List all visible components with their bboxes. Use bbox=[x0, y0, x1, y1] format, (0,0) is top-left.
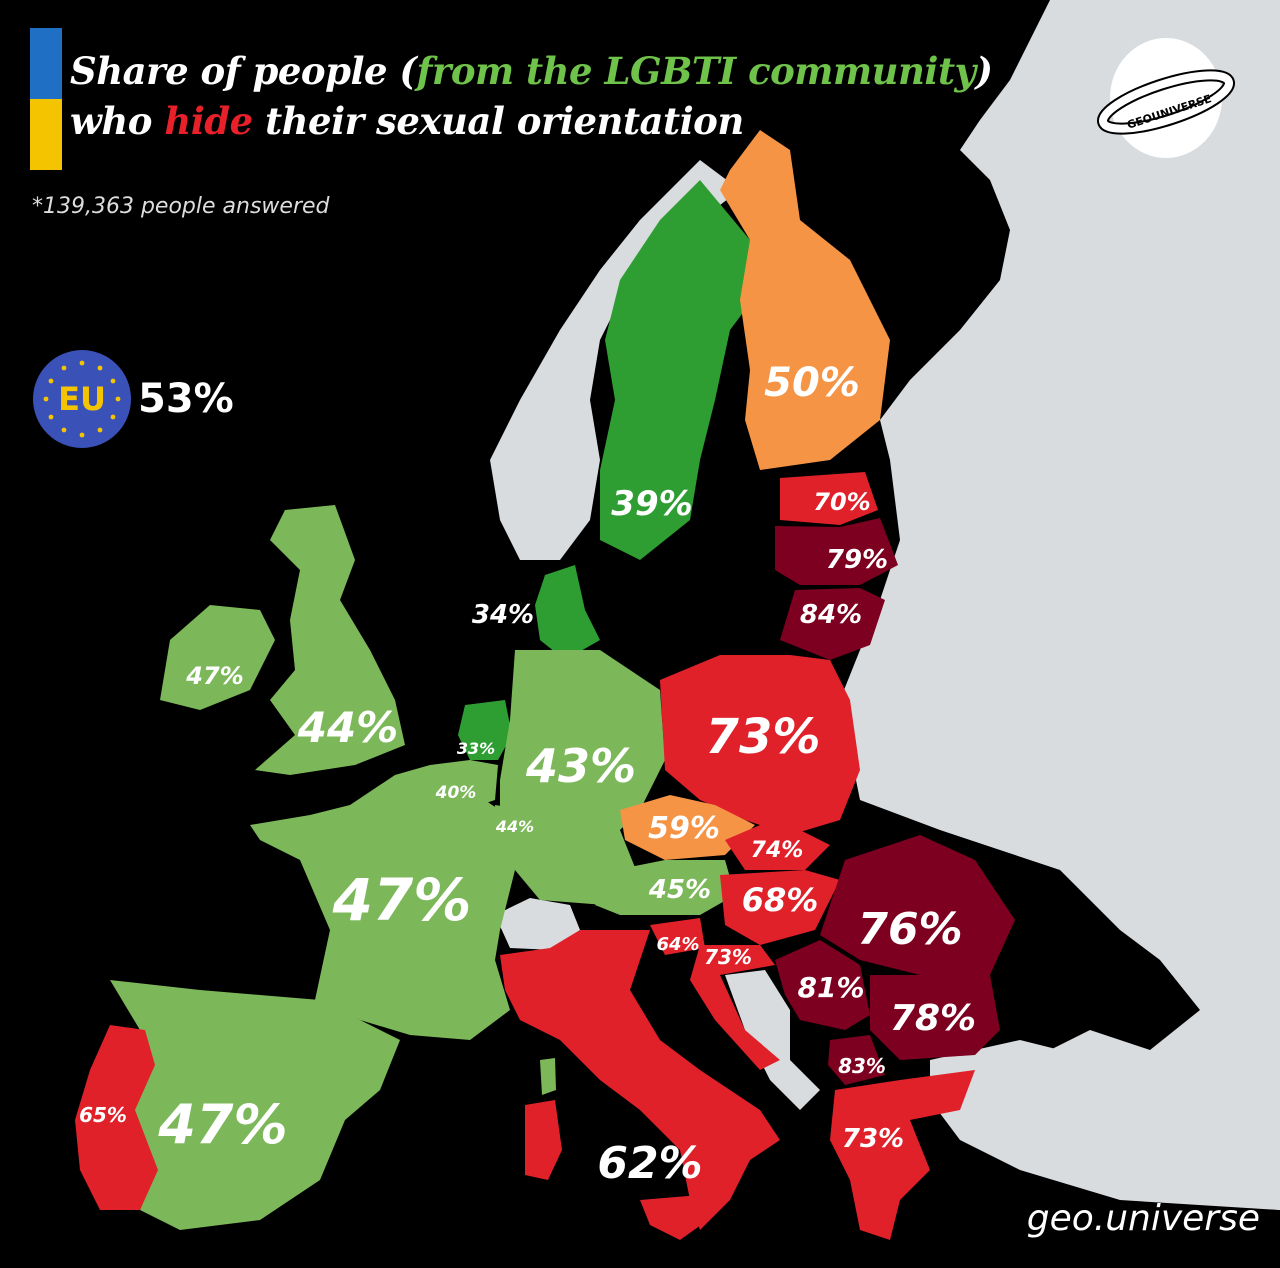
label-sweden: 39% bbox=[611, 484, 692, 524]
respondents-note: *139,363 people answered bbox=[32, 194, 330, 219]
title-highlight-red: hide bbox=[164, 99, 253, 143]
title-text: their sexual orientation bbox=[252, 99, 744, 143]
spain-region bbox=[110, 980, 400, 1230]
balkans-region bbox=[725, 970, 820, 1110]
romania-region bbox=[820, 835, 1015, 975]
label-denmark: 34% bbox=[472, 600, 534, 630]
slovenia-region bbox=[650, 918, 705, 955]
label-luxembourg: 44% bbox=[495, 817, 534, 836]
label-finland: 50% bbox=[764, 360, 860, 406]
label-slovenia: 64% bbox=[656, 934, 699, 955]
label-belgium: 40% bbox=[435, 783, 477, 803]
label-czechia: 59% bbox=[648, 811, 720, 846]
ireland-region bbox=[160, 605, 275, 710]
finland-region bbox=[720, 130, 890, 470]
hungary-region bbox=[720, 870, 840, 945]
poland-region bbox=[660, 655, 860, 835]
title-text: Share of people ( bbox=[70, 49, 417, 93]
label-germany: 43% bbox=[525, 739, 636, 793]
eu-stars-icon bbox=[43, 360, 121, 438]
estonia-region bbox=[780, 472, 878, 525]
ukraine-flag-bar bbox=[30, 28, 62, 170]
eu-average-value: 53% bbox=[138, 376, 234, 422]
label-latvia: 79% bbox=[826, 545, 888, 575]
switzerland-region bbox=[495, 898, 580, 950]
title-text: ) bbox=[975, 49, 994, 93]
austria-region bbox=[595, 860, 735, 915]
denmark-region bbox=[535, 565, 600, 660]
label-portugal: 65% bbox=[79, 1103, 127, 1127]
turkey-region bbox=[930, 1040, 1280, 1210]
bulgaria-region bbox=[870, 975, 1000, 1060]
label-lithuania: 84% bbox=[800, 600, 862, 630]
label-north-macedonia: 83% bbox=[838, 1054, 886, 1078]
latvia-region bbox=[775, 518, 898, 585]
title-line-2: who hide their sexual orientation bbox=[70, 96, 993, 146]
germany-region bbox=[500, 650, 665, 905]
greece-region bbox=[830, 1070, 975, 1240]
title-line-1: Share of people (from the LGBTI communit… bbox=[70, 46, 993, 96]
sicily-region bbox=[640, 1195, 715, 1240]
corsica-region bbox=[540, 1058, 556, 1095]
uk-region bbox=[255, 505, 405, 775]
label-greece: 73% bbox=[842, 1124, 904, 1154]
lithuania-region bbox=[780, 588, 885, 660]
label-serbia: 81% bbox=[797, 971, 864, 1004]
czechia-region bbox=[620, 795, 755, 860]
eu-flag-icon: EU bbox=[33, 350, 131, 448]
planet-ring-icon: GEOUNIVERSE bbox=[1096, 69, 1236, 135]
sardinia-region bbox=[525, 1100, 562, 1180]
russia-region bbox=[840, 0, 1280, 1210]
netherlands-region bbox=[458, 700, 512, 760]
label-austria: 45% bbox=[648, 875, 711, 905]
label-netherlands: 33% bbox=[457, 739, 495, 758]
label-slovakia: 74% bbox=[751, 838, 804, 863]
sweden-region bbox=[600, 180, 760, 560]
label-poland: 73% bbox=[706, 709, 821, 765]
north-macedonia-region bbox=[828, 1035, 885, 1085]
title-text: who bbox=[70, 99, 165, 143]
italy-region bbox=[500, 930, 780, 1230]
label-bulgaria: 78% bbox=[890, 998, 976, 1039]
slovakia-region bbox=[725, 825, 830, 870]
croatia-region bbox=[690, 945, 780, 1070]
credit-watermark: geo.universe bbox=[1026, 1198, 1260, 1239]
flag-yellow-stripe bbox=[30, 99, 62, 170]
portugal-region bbox=[75, 1025, 158, 1210]
title-highlight-green: from the LGBTI community bbox=[416, 49, 976, 93]
label-spain: 47% bbox=[157, 1093, 287, 1156]
france-region bbox=[250, 765, 515, 1040]
norway-region bbox=[490, 160, 740, 560]
label-uk: 44% bbox=[297, 703, 399, 752]
serbia-region bbox=[775, 940, 870, 1030]
geouniverse-logo: GEOUNIVERSE bbox=[1096, 38, 1236, 158]
label-italy: 62% bbox=[597, 1138, 702, 1189]
label-ireland: 47% bbox=[185, 662, 243, 690]
flag-blue-stripe bbox=[30, 28, 62, 99]
label-croatia: 73% bbox=[704, 945, 752, 969]
label-hungary: 68% bbox=[742, 881, 819, 919]
label-estonia: 70% bbox=[813, 488, 870, 516]
label-france: 47% bbox=[332, 866, 472, 934]
page-title: Share of people (from the LGBTI communit… bbox=[70, 46, 993, 146]
label-romania: 76% bbox=[857, 904, 962, 955]
eu-label: EU bbox=[58, 380, 106, 418]
